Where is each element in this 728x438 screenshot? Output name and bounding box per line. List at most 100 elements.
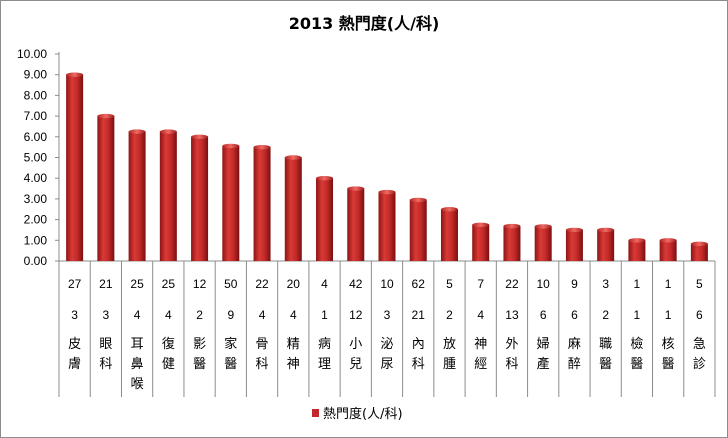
x-label-positions: 3: [71, 308, 78, 322]
bar-cap: [440, 207, 458, 212]
x-label-positions: 2: [446, 308, 453, 322]
x-label-applicants: 3: [602, 277, 609, 291]
x-label-positions: 2: [602, 308, 609, 322]
bar: [66, 74, 84, 261]
x-label-department-char: 核: [662, 337, 675, 352]
x-label-department-char: 婦: [537, 336, 550, 352]
x-label-applicants: 10: [380, 277, 394, 291]
bar: [128, 131, 146, 261]
y-tick-label: 9.00: [24, 68, 48, 82]
x-label-applicants: 21: [99, 277, 113, 291]
x-label-positions: 9: [227, 308, 234, 322]
legend: 熱門度(人/科): [312, 406, 403, 422]
x-axis-labels: 273皮膚213眼科254耳鼻喉254復健122影醫509家醫224骨科204精…: [68, 277, 706, 392]
x-label-department-char: 產: [537, 356, 550, 372]
bar: [159, 131, 177, 261]
y-tick-label: 5.00: [24, 151, 48, 165]
x-label-department-char: 醉: [568, 356, 581, 372]
bar-cap: [378, 189, 396, 195]
chart-title: 2013 熱門度(人/科): [289, 14, 440, 33]
bar: [597, 229, 615, 261]
x-label-department-char: 檢: [630, 336, 643, 352]
bar-cap: [472, 222, 490, 227]
bar: [284, 157, 302, 261]
x-label-department-char: 經: [474, 357, 487, 372]
x-label-department-char: 尿: [380, 357, 393, 372]
bar: [222, 145, 240, 261]
x-label-department-char: 皮: [68, 337, 81, 352]
bar-cap: [66, 72, 84, 77]
x-label-department-char: 鼻: [131, 356, 144, 372]
x-label-department-char: 家: [224, 336, 237, 352]
x-label-department-char: 科: [505, 357, 518, 372]
bar: [503, 226, 521, 261]
x-label-positions: 3: [103, 308, 110, 322]
bar-cap: [565, 227, 583, 233]
x-label-department-char: 骨: [256, 337, 269, 352]
x-label-department-char: 膚: [68, 356, 81, 372]
bar-cap: [534, 224, 552, 229]
bar: [440, 209, 458, 261]
y-tick-label: 2.00: [24, 213, 48, 227]
x-label-department-char: 醫: [630, 357, 643, 372]
bar-cap: [97, 113, 115, 119]
x-label-applicants: 22: [255, 277, 269, 291]
bar-cap: [316, 176, 334, 181]
x-label-applicants: 10: [537, 277, 551, 291]
x-label-department-char: 科: [256, 357, 269, 372]
y-tick-label: 0.00: [24, 254, 48, 268]
bar-cap: [222, 143, 240, 149]
x-label-applicants: 20: [287, 277, 301, 291]
x-label-department-char: 急: [693, 337, 706, 352]
bar-cap: [191, 134, 209, 139]
x-label-department-char: 喉: [131, 377, 144, 392]
x-label-positions: 4: [477, 308, 484, 322]
bar: [628, 240, 646, 261]
bar-cap: [284, 155, 302, 160]
x-label-department-char: 小: [349, 337, 362, 352]
x-label-positions: 12: [349, 308, 363, 322]
x-label-department-char: 精: [287, 337, 300, 352]
x-label-applicants: 50: [224, 277, 238, 291]
x-label-applicants: 62: [412, 277, 426, 291]
x-label-department-char: 健: [162, 357, 175, 372]
bar-cap: [628, 238, 646, 243]
bar-cap: [347, 186, 365, 191]
bar: [347, 188, 365, 261]
x-label-positions: 6: [571, 308, 578, 322]
x-label-department-char: 放: [443, 337, 456, 352]
x-label-positions: 6: [696, 308, 703, 322]
x-label-positions: 3: [384, 308, 391, 322]
x-label-applicants: 1: [665, 277, 672, 291]
bar: [378, 192, 396, 261]
y-tick-label: 1.00: [24, 233, 48, 247]
x-label-positions: 1: [665, 308, 672, 322]
x-label-positions: 13: [505, 308, 519, 322]
x-label-department-char: 麻: [568, 337, 581, 352]
x-label-positions: 4: [290, 308, 297, 322]
x-label-department-char: 科: [412, 357, 425, 372]
x-label-applicants: 27: [68, 277, 82, 291]
x-label-department-char: 科: [99, 357, 112, 372]
x-label-department-char: 影: [193, 337, 206, 352]
bar: [690, 243, 708, 261]
bar-cap: [597, 227, 615, 233]
x-label-applicants: 5: [696, 277, 703, 291]
bar-cap: [503, 223, 521, 229]
x-label-positions: 1: [321, 308, 328, 322]
x-label-department-char: 內: [412, 337, 425, 352]
x-label-applicants: 25: [130, 277, 144, 291]
x-label-department-char: 神: [287, 357, 300, 372]
x-label-department-char: 醫: [662, 357, 675, 372]
x-label-department-char: 眼: [99, 337, 112, 352]
x-label-applicants: 1: [634, 277, 641, 291]
x-label-department-char: 神: [474, 337, 487, 352]
x-label-positions: 4: [134, 308, 141, 322]
y-tick-label: 3.00: [24, 192, 48, 206]
bar: [409, 199, 427, 261]
x-label-applicants: 12: [193, 277, 207, 291]
x-label-department-char: 職: [599, 337, 612, 352]
x-label-department-char: 復: [162, 336, 175, 352]
